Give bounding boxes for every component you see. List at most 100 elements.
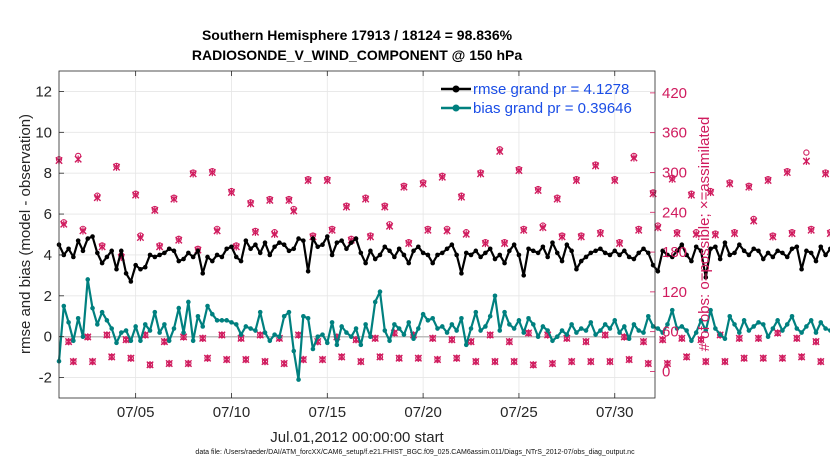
obs-assimilated-marker (520, 226, 528, 234)
obs-assimilated-marker (510, 357, 518, 366)
obs-assimilated-marker (740, 354, 748, 362)
bias-point (612, 318, 618, 323)
rmse-point (99, 260, 105, 266)
obs-assimilated-marker (802, 157, 811, 165)
rmse-point (109, 248, 115, 254)
rmse-point (104, 254, 110, 260)
rmse-point (162, 250, 167, 256)
obs-assimilated-marker (764, 176, 772, 185)
rmse-point (645, 250, 651, 256)
obs-assimilated-marker (218, 331, 226, 339)
rmse-point (128, 279, 134, 284)
obs-assimilated-marker (793, 334, 801, 343)
rmse-point (741, 248, 747, 254)
rmse-point (454, 252, 459, 258)
rmse-point (377, 252, 383, 258)
axis-ticks: 07/05 07/10 07/15 07/20 07/25 07/30 -2 0 2 4 6 8 10 1… (35, 71, 687, 421)
x-tick-label: 07/20 (404, 404, 442, 421)
rmse-point (392, 254, 397, 260)
obs-assimilated-marker (256, 331, 264, 339)
rmse-point (181, 256, 186, 262)
y-left-tick-label: 10 (35, 124, 52, 141)
obs-assimilated-marker (754, 334, 763, 343)
bias-point (487, 313, 493, 319)
bias-point (569, 322, 574, 327)
rmse-point (737, 242, 742, 248)
obs-assimilated-marker (797, 353, 806, 361)
obs-assimilated-marker (587, 357, 595, 366)
y-right-tick-label: 240 (662, 204, 687, 221)
bias-point (248, 326, 253, 331)
rmse-point (789, 246, 795, 252)
bias-point (162, 322, 167, 327)
obs-assimilated-marker (462, 230, 470, 238)
obs-assimilated-marker (534, 186, 542, 195)
obs-assimilated-marker (515, 166, 523, 175)
obs-assimilated-marker (405, 239, 413, 248)
rmse-point (751, 246, 756, 252)
bias-point (760, 322, 766, 327)
rmse-point (693, 244, 699, 250)
bias-point (109, 326, 115, 331)
rmse-point (229, 244, 234, 250)
y-left-tick-label: 8 (44, 165, 52, 182)
data-file-footer: data file: /Users/raeder/DAI/ATM_forcXX/… (195, 449, 635, 456)
obs-assimilated-marker (692, 230, 700, 238)
bias-point (756, 320, 761, 325)
bias-point (99, 309, 105, 315)
bias-point (722, 336, 728, 342)
obs-assimilated-marker (400, 183, 408, 191)
y-axis-label-right: # of obs: o=possible; ×=assimilated (696, 117, 713, 352)
bias-point (598, 328, 603, 333)
obs-assimilated-marker (266, 196, 274, 205)
bias-point (564, 332, 570, 337)
rmse-point (698, 248, 704, 254)
rmse-point (459, 271, 464, 276)
rmse-point (315, 244, 321, 250)
obs-assimilated-marker (371, 334, 379, 343)
legend-rmse-label: rmse grand pr = 4.1278 (473, 81, 629, 98)
obs-assimilated-marker (702, 357, 710, 366)
rmse-point (674, 248, 680, 254)
rmse-point (142, 264, 148, 270)
bias-point (799, 330, 804, 335)
y-right-tick-label: 120 (662, 284, 687, 301)
bias-point (689, 338, 694, 344)
rmse-point (622, 248, 627, 254)
obs-assimilated-marker (553, 195, 561, 203)
bias-point (454, 328, 459, 333)
rmse-point (85, 236, 91, 241)
rmse-point (804, 248, 809, 254)
obs-assimilated-marker (788, 229, 796, 238)
obs-assimilated-marker (93, 193, 102, 202)
obs-assimilated-marker (682, 353, 691, 361)
rmse-point (195, 248, 201, 254)
rmse-point (780, 250, 785, 256)
obs-assimilated-marker (749, 217, 758, 225)
obs-assimilated-marker (74, 155, 82, 163)
bias-point (152, 309, 158, 315)
bias-point (665, 322, 670, 327)
obs-assimilated-marker (457, 193, 466, 201)
rmse-point (607, 252, 613, 258)
bias-point (186, 299, 191, 305)
rmse-point (818, 244, 824, 250)
rmse-point (329, 252, 335, 258)
bias-point (334, 342, 340, 348)
bias-point (545, 328, 550, 333)
obs-assimilated-marker (270, 230, 279, 238)
obs-assimilated-marker (318, 355, 327, 364)
obs-assimilated-marker (706, 188, 715, 197)
rmse-point (75, 238, 81, 243)
obs-assimilated-marker (769, 233, 777, 241)
rmse-point (545, 254, 550, 260)
rmse-point (478, 254, 483, 260)
x-axis-label: Jul.01,2012 00:00:00 start (270, 429, 444, 446)
obs-assimilated-marker (735, 334, 744, 343)
rmse-point (540, 244, 546, 250)
bias-point (789, 313, 795, 319)
x-tick-label: 07/25 (500, 404, 538, 421)
obs-assimilated-marker (615, 239, 624, 248)
obs-assimilated-marker (433, 355, 442, 364)
bias-point (262, 330, 268, 335)
